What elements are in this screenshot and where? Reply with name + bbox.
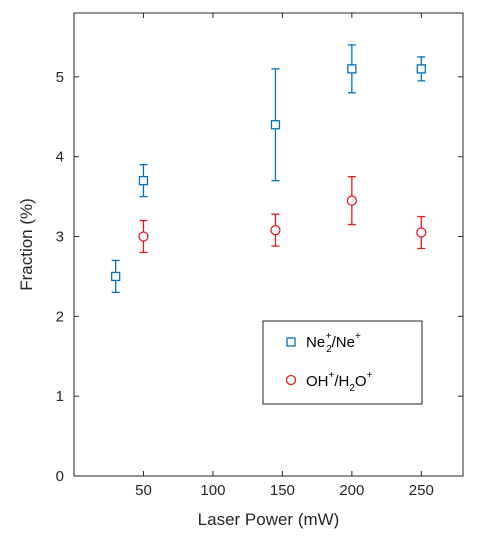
y-tick-label: 2 xyxy=(56,308,64,325)
legend-marker-ne xyxy=(286,337,296,347)
legend-ne-part-1: Ne xyxy=(306,334,325,351)
data-point-square xyxy=(347,64,357,74)
x-tick-label: 50 xyxy=(135,482,152,499)
legend-oh-part-4: 2 xyxy=(349,383,355,394)
data-point-square xyxy=(270,120,281,130)
plot-area xyxy=(73,12,464,477)
series-0 xyxy=(111,44,426,294)
data-point-circle xyxy=(416,227,427,238)
legend-label-oh: OH+/H2O+ xyxy=(306,370,373,394)
data-point-circle xyxy=(346,195,358,206)
legend-oh-part-1: OH xyxy=(306,373,329,390)
x-tick-label: 200 xyxy=(339,482,364,499)
x-tick-label: 150 xyxy=(270,482,295,499)
y-tick-label: 5 xyxy=(56,69,64,86)
y-axis-label: Fraction (%) xyxy=(17,198,36,291)
data-point-square xyxy=(138,175,149,186)
data-point-square xyxy=(111,271,121,282)
legend-ne-part-2: 2 xyxy=(326,344,332,355)
y-tick-label: 1 xyxy=(56,388,64,405)
x-tick-label: 250 xyxy=(409,482,434,499)
x-tick-label: 100 xyxy=(200,482,225,499)
data-point-circle xyxy=(138,231,149,242)
y-tick-label: 0 xyxy=(56,468,64,485)
legend-ne-part-5: + xyxy=(355,331,361,342)
legend-oh-part-6: + xyxy=(367,370,373,381)
legend-oh-part-2: + xyxy=(329,370,335,381)
legend-box xyxy=(262,320,423,405)
axis-ticks: 50 100 150 200 250 0 1 2 3 4 5 xyxy=(56,13,463,499)
data-point-circle xyxy=(270,224,281,236)
legend-label-ne: Ne2 +/Ne+ xyxy=(306,331,361,355)
legend-ne-part-3: + xyxy=(326,331,332,342)
legend: Ne2+/Ne+ OH+/H2O+ xyxy=(262,320,423,405)
series-1 xyxy=(138,175,427,254)
data-point-square xyxy=(416,64,426,74)
legend-marker-oh xyxy=(285,374,297,386)
x-axis-label: Laser Power (mW) xyxy=(198,510,340,529)
legend-ne-part-4: /Ne xyxy=(332,334,355,351)
data-marks xyxy=(111,44,427,294)
legend-oh-part-5: O xyxy=(355,373,367,390)
y-tick-label: 4 xyxy=(56,149,64,166)
legend-oh-part-3: /H xyxy=(334,373,349,390)
y-tick-label: 3 xyxy=(56,229,64,246)
